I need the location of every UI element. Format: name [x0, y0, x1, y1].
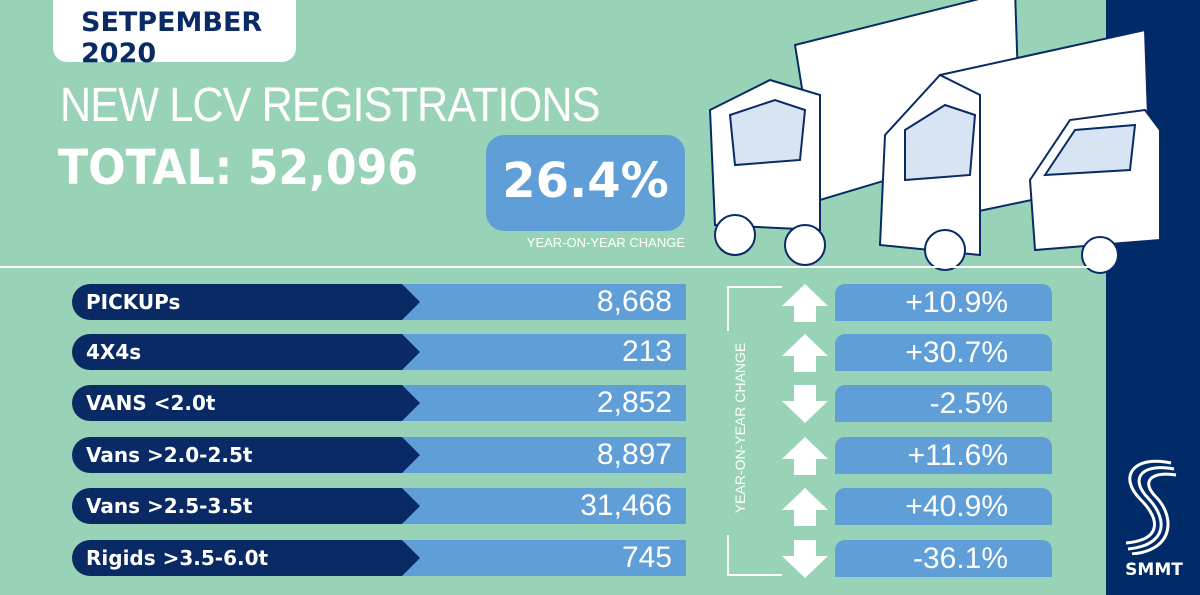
category-label: Vans >2.5-3.5t: [72, 488, 420, 524]
arrow-up-icon: [782, 488, 828, 526]
registration-count: 31,466: [402, 488, 686, 524]
arrow-down-icon: [782, 385, 828, 423]
arrow-up-icon: [782, 437, 828, 475]
smmt-s-icon: [1125, 459, 1177, 556]
arrow-down-icon: [782, 540, 828, 578]
total-registrations: TOTAL: 52,096: [58, 140, 419, 196]
category-label: Rigids >3.5-6.0t: [72, 540, 420, 576]
yoy-vertical-label: YEAR-ON-YEAR CHANGE: [732, 342, 748, 514]
yoy-change: -2.5%: [835, 385, 1052, 422]
yoy-change: +10.9%: [835, 284, 1052, 321]
total-change-value: 26.4%: [502, 153, 669, 209]
total-change-badge: 26.4%: [486, 135, 685, 231]
table-row: 745 Rigids >3.5-6.0t: [72, 540, 686, 576]
arrow-up-icon: [782, 334, 828, 372]
yoy-change: +30.7%: [835, 334, 1052, 371]
vehicles-illustration: [708, 0, 1161, 274]
registration-count: 8,897: [402, 437, 686, 473]
category-label: 4X4s: [72, 334, 420, 370]
yoy-change: +11.6%: [835, 437, 1052, 474]
smmt-logo: SMMT: [1116, 455, 1192, 580]
category-label: VANS <2.0t: [72, 385, 420, 421]
bracket-bottom: [727, 535, 782, 576]
yoy-change: +40.9%: [835, 488, 1052, 525]
registration-count: 213: [402, 334, 686, 370]
registration-count: 8,668: [402, 284, 686, 320]
table-row: 8,897 Vans >2.0-2.5t: [72, 437, 686, 473]
registration-count: 2,852: [402, 385, 686, 421]
table-row: 2,852 VANS <2.0t: [72, 385, 686, 421]
category-label: PICKUPs: [72, 284, 420, 320]
arrow-up-icon: [782, 284, 828, 322]
page-title: NEW LCV REGISTRATIONS: [60, 79, 600, 132]
table-row: 213 4X4s: [72, 334, 686, 370]
total-change-caption: YEAR-ON-YEAR CHANGE: [526, 235, 685, 250]
registration-count: 745: [402, 540, 686, 576]
logo-text: SMMT: [1125, 560, 1183, 580]
table-row: 31,466 Vans >2.5-3.5t: [72, 488, 686, 524]
divider: [0, 266, 1106, 268]
report-month: SETPEMBER 2020: [81, 7, 263, 69]
table-row: 8,668 PICKUPs: [72, 284, 686, 320]
date-badge: SETPEMBER 2020: [53, 0, 296, 69]
yoy-change: -36.1%: [835, 540, 1052, 577]
category-label: Vans >2.0-2.5t: [72, 437, 420, 473]
bracket-top: [727, 286, 782, 331]
